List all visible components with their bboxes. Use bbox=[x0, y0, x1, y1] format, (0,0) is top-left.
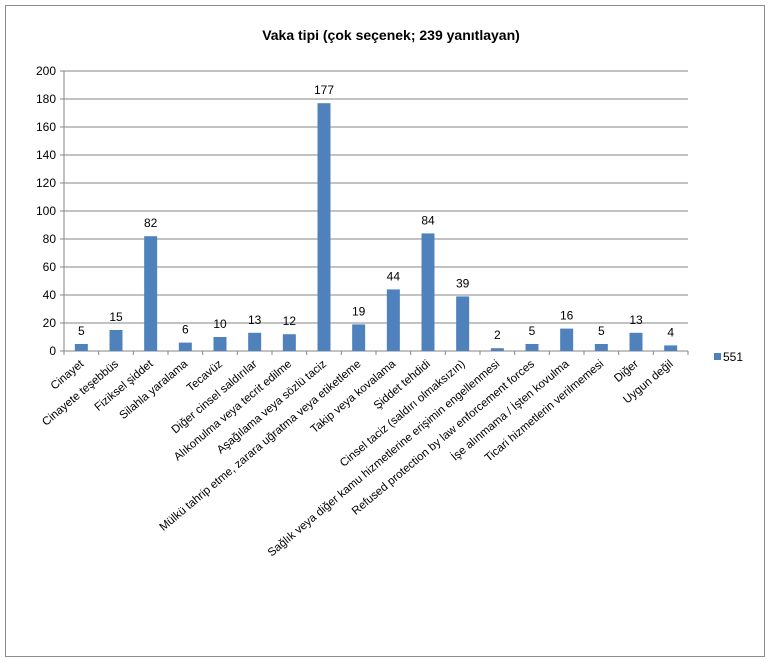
y-tick-label: 40 bbox=[43, 288, 57, 302]
data-labels: 5 15 82 6 10 13 12 177 19 44 84 39 2 5 16 5 13 4 bbox=[78, 83, 674, 342]
y-tick-label: 160 bbox=[36, 120, 56, 134]
legend: 551 bbox=[714, 350, 743, 364]
y-tick-label: 180 bbox=[36, 92, 56, 106]
bar bbox=[109, 330, 123, 351]
chart-title: Vaka tipi (çok seçenek; 239 yanıtlayan) bbox=[262, 27, 520, 43]
data-label: 19 bbox=[352, 304, 366, 318]
y-tick-label: 0 bbox=[49, 344, 56, 358]
bar bbox=[386, 289, 400, 351]
bar-chart: Vaka tipi (çok seçenek; 239 yanıtlayan) … bbox=[36, 27, 743, 559]
data-label: 13 bbox=[248, 313, 262, 327]
bars bbox=[74, 103, 678, 351]
y-tick-label: 20 bbox=[43, 316, 57, 330]
y-tick-label: 60 bbox=[43, 260, 57, 274]
bar bbox=[213, 337, 227, 351]
bar bbox=[144, 236, 158, 351]
data-label: 177 bbox=[314, 83, 334, 97]
data-label: 15 bbox=[109, 310, 123, 324]
legend-swatch bbox=[714, 353, 721, 360]
bar bbox=[525, 344, 539, 351]
bar bbox=[248, 332, 262, 351]
axes: 0 20 40 60 80 100 120 140 160 180 200 bbox=[36, 64, 689, 358]
bar bbox=[560, 328, 574, 351]
data-label: 82 bbox=[144, 216, 158, 230]
data-label: 5 bbox=[78, 324, 85, 338]
bar bbox=[74, 344, 88, 351]
bar bbox=[490, 348, 504, 351]
data-label: 13 bbox=[629, 313, 643, 327]
bar bbox=[282, 334, 296, 351]
data-label: 5 bbox=[598, 324, 605, 338]
y-tick-label: 100 bbox=[36, 204, 56, 218]
data-label: 6 bbox=[182, 323, 189, 337]
category-label: Cinsel taciz (saldırı olmaksızın) bbox=[338, 358, 468, 470]
bar bbox=[178, 342, 192, 351]
y-tick-label: 120 bbox=[36, 176, 56, 190]
bar bbox=[594, 344, 608, 351]
legend-label: 551 bbox=[723, 350, 743, 364]
chart-frame: Vaka tipi (çok seçenek; 239 yanıtlayan) … bbox=[5, 5, 765, 657]
data-label: 5 bbox=[529, 324, 536, 338]
data-label: 2 bbox=[494, 328, 501, 342]
bar bbox=[629, 332, 643, 351]
data-label: 44 bbox=[387, 269, 401, 283]
y-tick-label: 80 bbox=[43, 232, 57, 246]
category-label: Fiziksel şiddet bbox=[93, 358, 157, 414]
bar bbox=[317, 103, 331, 351]
data-label: 10 bbox=[213, 317, 227, 331]
data-label: 84 bbox=[421, 213, 435, 227]
bar bbox=[352, 324, 366, 351]
data-label: 12 bbox=[283, 314, 297, 328]
y-tick-label: 140 bbox=[36, 148, 56, 162]
data-label: 16 bbox=[560, 309, 574, 323]
gridlines bbox=[64, 70, 688, 324]
data-label: 4 bbox=[667, 325, 674, 339]
bar bbox=[456, 296, 470, 351]
bar bbox=[421, 233, 435, 351]
bar bbox=[664, 345, 678, 351]
data-label: 39 bbox=[456, 276, 470, 290]
category-label: Diğer bbox=[612, 358, 641, 385]
y-tick-label: 200 bbox=[36, 64, 56, 78]
